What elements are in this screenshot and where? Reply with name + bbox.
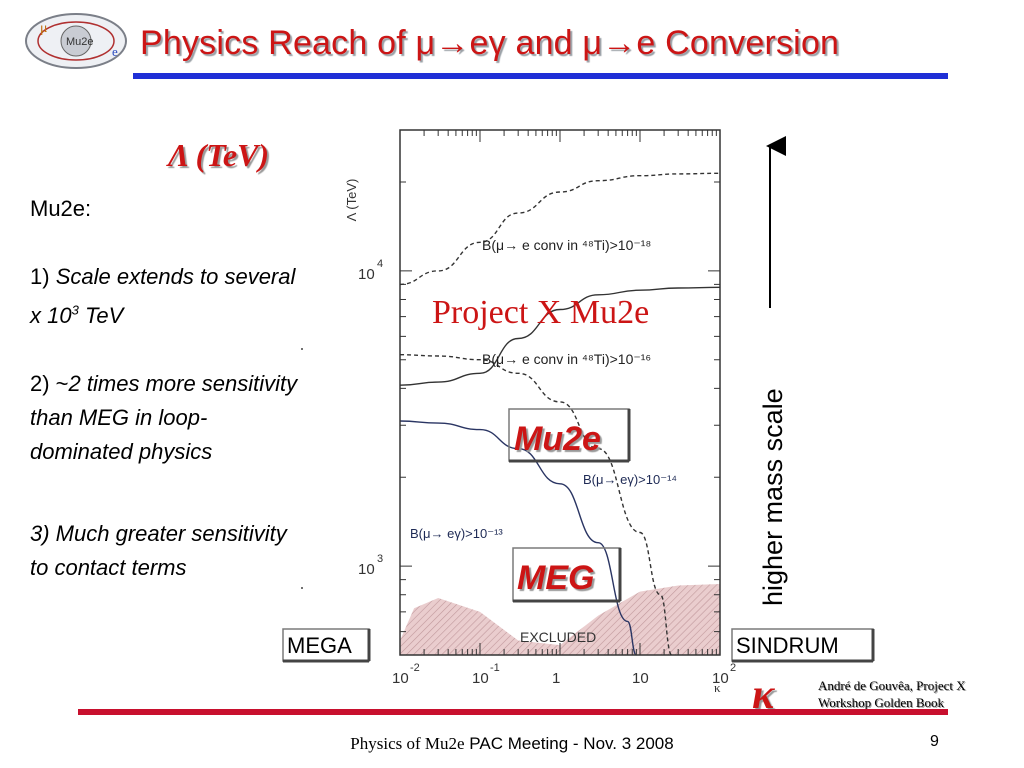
mega-label: MEGA: [287, 633, 352, 658]
page-number: 9: [930, 733, 939, 750]
annotation-meg-13: B(μ→ eγ)>10⁻¹³: [410, 526, 503, 541]
plot-area: [400, 130, 720, 655]
mu2e-logo: μ Mu2e e: [25, 13, 127, 69]
x-tick-label: 10: [392, 670, 409, 687]
y-tick-label: 10: [358, 266, 375, 283]
svg-text:e: e: [112, 44, 118, 59]
notes-item-3: 3) Much greater sensitivity to contact t…: [30, 521, 287, 581]
x-tick-label-exp: 2: [730, 662, 736, 674]
slide-title: Physics Reach of μ→eγ and μ→e Conversion: [140, 24, 840, 62]
x-tick-label: 1: [552, 670, 560, 687]
footer-serif-text: Physics of Mu2e: [350, 734, 465, 753]
mu2e-label: Mu2e: [514, 420, 601, 458]
footer-sans-text: PAC Meeting - Nov. 3 2008: [469, 734, 674, 753]
mu2e-box: Mu2e: [508, 408, 631, 463]
stray-dot: [301, 348, 303, 350]
notes-item-1: 1) Scale extends to several x 103 TeV: [30, 264, 296, 329]
project-x-label: Project X Mu2e: [432, 294, 649, 331]
series-line-2: [399, 354, 673, 656]
sindrum-box: SINDRUM: [731, 628, 875, 663]
mega-box: MEGA: [282, 628, 371, 663]
x-axis-label: κ: [714, 680, 721, 695]
x-tick-label-exp: -1: [490, 662, 500, 674]
notes-item-2: 2) ~2 times more sensitivity than MEG in…: [30, 371, 298, 465]
notes-heading: Mu2e:: [30, 196, 92, 221]
citation-line-1: André de Gouvêa, Project X: [818, 678, 966, 693]
mass-scale-label: higher mass scale: [758, 388, 788, 606]
series-line-0: [399, 172, 721, 286]
sindrum-label: SINDRUM: [736, 633, 839, 658]
title-divider: [133, 73, 948, 79]
svg-text:Mu2e: Mu2e: [66, 36, 94, 48]
annotation-conv-18: B(μ→ e conv in ⁴⁸Ti)>10⁻¹⁸: [482, 237, 651, 253]
annotation-conv-16: B(μ→ e conv in ⁴⁸Ti)>10⁻¹⁶: [482, 351, 651, 367]
notes-panel: Mu2e: 1) Scale extends to several x 103 …: [30, 192, 300, 585]
svg-text:μ: μ: [40, 21, 48, 36]
y-tick-label-exp: 4: [377, 258, 383, 270]
series-line-3: [399, 420, 637, 656]
excluded-region: [400, 584, 720, 655]
footer: Physics of Mu2e PAC Meeting - Nov. 3 200…: [0, 734, 1024, 754]
stray-dot: [301, 587, 303, 589]
y-tick-label: 10: [358, 561, 375, 578]
meg-box: MEG: [512, 547, 622, 603]
plot-frame: [399, 129, 721, 656]
y-tick-label-exp: 3: [377, 553, 383, 565]
x-tick-label: 10: [632, 670, 649, 687]
excluded-label: EXCLUDED: [520, 629, 596, 645]
lambda-label: Λ (TeV): [166, 137, 269, 173]
footer-divider: [78, 709, 948, 715]
y-axis-label: Λ (TeV): [344, 179, 359, 222]
meg-label: MEG: [517, 559, 594, 597]
x-tick-label: 10: [712, 670, 729, 687]
series-line-1: [399, 286, 721, 386]
citation-line-2: Workshop Golden Book: [818, 695, 945, 710]
x-tick-label: 10: [472, 670, 489, 687]
x-tick-label-exp: -2: [410, 662, 420, 674]
annotation-meg-14: B(μ→ eγ)>10⁻¹⁴: [583, 472, 677, 487]
